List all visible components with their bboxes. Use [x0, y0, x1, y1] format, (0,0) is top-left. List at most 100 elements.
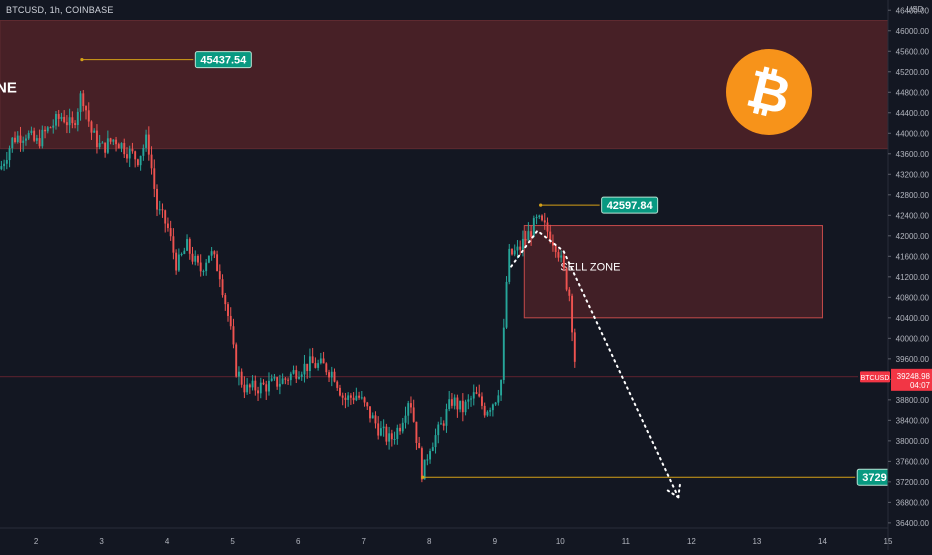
candle-body-155 — [423, 459, 426, 480]
y-tick-label-22: 45200.00 — [896, 68, 930, 77]
candle-body-96 — [262, 382, 265, 385]
y-tick-label-18: 43600.00 — [896, 150, 930, 159]
candle-body-60 — [164, 210, 167, 224]
candle-body-7 — [19, 135, 22, 143]
candle-body-195 — [532, 218, 535, 237]
x-tick-label-4: 6 — [296, 537, 301, 546]
candle-body-76 — [207, 255, 210, 263]
y-tick-label-4: 38000.00 — [896, 437, 930, 446]
candle-body-16 — [44, 129, 47, 132]
candle-body-90 — [246, 384, 249, 393]
candle-body-108 — [295, 370, 298, 379]
candle-body-112 — [306, 363, 309, 372]
candle-body-111 — [303, 363, 306, 375]
candle-body-117 — [319, 358, 322, 364]
candle-body-20 — [55, 114, 57, 126]
candle-body-138 — [377, 423, 380, 436]
y-tick-label-14: 42000.00 — [896, 232, 930, 241]
candle-body-196 — [535, 217, 538, 219]
level-label-1: 42597.84 — [607, 200, 654, 212]
candle-body-132 — [360, 397, 363, 399]
candle-body-8 — [22, 140, 25, 143]
candle-body-14 — [38, 138, 41, 147]
candle-body-143 — [390, 433, 393, 440]
candle-body-50 — [136, 159, 139, 166]
candle-body-75 — [205, 262, 208, 272]
candle-body-41 — [112, 139, 115, 142]
candle-body-77 — [210, 251, 213, 256]
candle-body-65 — [177, 254, 180, 271]
level-label-box-0 — [194, 51, 252, 69]
candle-body-22 — [60, 116, 63, 119]
candle-body-186 — [508, 248, 511, 282]
x-tick-label-10: 12 — [687, 537, 696, 546]
candle-body-6 — [16, 135, 19, 143]
x-tick-label-6: 8 — [427, 537, 432, 546]
candle-body-174 — [475, 392, 478, 394]
y-tick-label-10: 40400.00 — [896, 314, 930, 323]
candle-body-84 — [229, 315, 232, 327]
resistance-zone-label: NE — [0, 80, 17, 97]
candle-body-116 — [317, 363, 320, 368]
candle-body-5 — [14, 137, 16, 143]
candle-body-28 — [76, 111, 79, 125]
candle-body-157 — [429, 450, 432, 460]
level-anchor-0 — [80, 57, 84, 62]
candle-body-189 — [516, 246, 519, 251]
candle-body-115 — [314, 363, 317, 368]
candle-body-18 — [49, 127, 52, 129]
candle-body-99 — [270, 378, 273, 381]
y-tick-label-23: 45600.00 — [896, 47, 930, 56]
candle-body-158 — [431, 447, 434, 451]
candle-body-98 — [268, 380, 270, 392]
candle-body-162 — [442, 423, 445, 426]
candle-body-47 — [128, 148, 131, 159]
x-tick-label-13: 15 — [884, 537, 893, 546]
candle-body-203 — [554, 245, 557, 253]
candle-body-11 — [30, 130, 33, 134]
level-label-0: 45437.54 — [200, 55, 247, 67]
candle-body-43 — [117, 144, 120, 149]
candle-body-91 — [248, 384, 251, 388]
candle-body-83 — [227, 304, 229, 316]
candle-body-42 — [115, 139, 118, 145]
price-axis-background — [888, 0, 932, 550]
candle-body-80 — [218, 271, 221, 280]
candle-body-35 — [95, 130, 98, 148]
y-tick-label-5: 38400.00 — [896, 416, 930, 425]
candle-body-32 — [87, 110, 90, 122]
bitcoin-logo: ₿ — [726, 49, 812, 135]
candle-body-129 — [352, 397, 355, 401]
candle-body-193 — [527, 231, 530, 241]
candle-body-121 — [330, 371, 333, 378]
candle-body-38 — [104, 142, 107, 153]
candle-body-140 — [382, 426, 385, 429]
y-tick-label-6: 38800.00 — [896, 396, 930, 405]
candle-body-49 — [134, 151, 137, 160]
candle-body-176 — [481, 396, 483, 406]
candle-body-159 — [434, 435, 437, 448]
candle-body-200 — [546, 222, 549, 232]
candle-body-53 — [145, 134, 148, 148]
candle-body-136 — [371, 415, 374, 419]
candle-body-78 — [213, 251, 216, 255]
candle-body-10 — [27, 133, 30, 139]
y-tick-label-15: 42400.00 — [896, 211, 930, 220]
candle-body-137 — [374, 415, 377, 424]
candle-body-69 — [188, 239, 191, 254]
candle-body-59 — [161, 209, 164, 211]
candle-body-45 — [123, 143, 126, 155]
candle-body-151 — [412, 407, 415, 422]
candle-body-2 — [5, 160, 8, 164]
candle-body-152 — [415, 421, 418, 444]
candle-body-175 — [478, 393, 481, 397]
candle-body-29 — [79, 93, 82, 112]
candle-body-206 — [562, 255, 565, 269]
candle-body-119 — [325, 363, 328, 373]
candle-body-173 — [472, 392, 475, 399]
candle-body-19 — [52, 125, 55, 128]
axis-currency: USD — [907, 5, 924, 14]
level-anchor-1 — [539, 203, 543, 207]
candle-body-179 — [489, 410, 492, 412]
